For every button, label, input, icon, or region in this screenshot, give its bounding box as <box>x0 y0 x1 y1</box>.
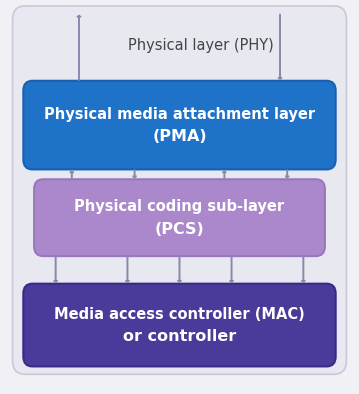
FancyBboxPatch shape <box>34 179 325 256</box>
Text: Media access controller (MAC): Media access controller (MAC) <box>54 307 305 322</box>
FancyBboxPatch shape <box>23 284 336 366</box>
Text: Physical media attachment layer: Physical media attachment layer <box>44 106 315 122</box>
Text: Physical coding sub-layer: Physical coding sub-layer <box>74 199 285 214</box>
Text: Physical layer (PHY): Physical layer (PHY) <box>128 38 274 53</box>
Text: or controller: or controller <box>123 329 236 344</box>
FancyBboxPatch shape <box>13 6 346 374</box>
Text: (PCS): (PCS) <box>155 222 204 237</box>
FancyBboxPatch shape <box>23 81 336 169</box>
Text: (PMA): (PMA) <box>152 129 207 145</box>
